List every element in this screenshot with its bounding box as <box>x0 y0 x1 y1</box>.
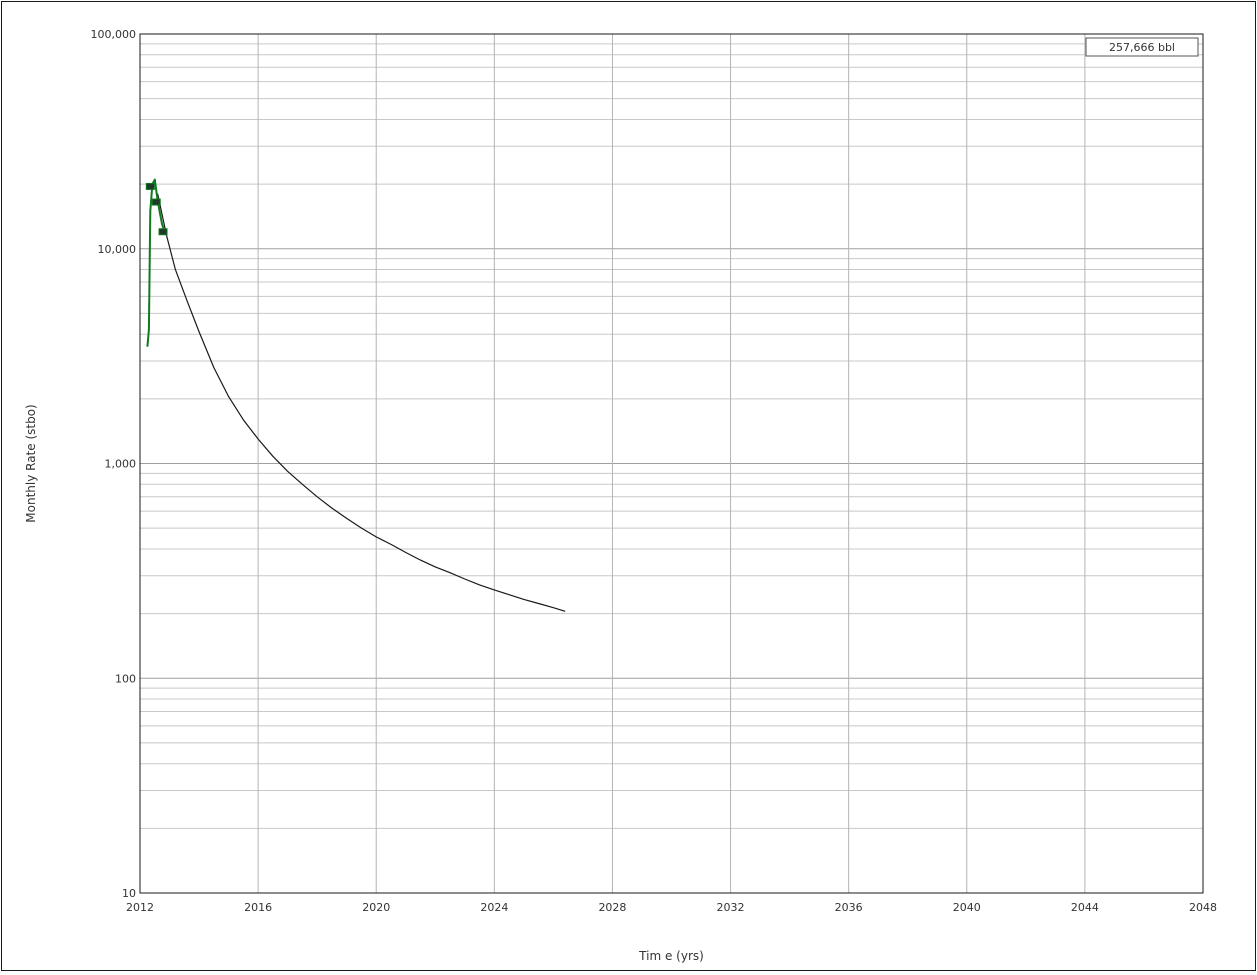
y-tick-label: 100,000 <box>91 28 137 41</box>
x-tick-label: 2032 <box>717 901 745 914</box>
x-tick-label: 2016 <box>244 901 272 914</box>
label-layer: 2012 2016 2020 2024 2028 2032 2036 2040 2044 2048… <box>91 28 1218 914</box>
y-tick-label: 10,000 <box>98 243 137 256</box>
x-tick-label: 2012 <box>126 901 154 914</box>
x-tick-label: 2020 <box>362 901 390 914</box>
forecast-line <box>157 193 566 612</box>
x-tick-label: 2024 <box>480 901 508 914</box>
x-tick-label: 2044 <box>1071 901 1099 914</box>
legend-text: 257,666 bbl <box>1109 41 1175 54</box>
x-tick-label: 2040 <box>953 901 981 914</box>
history-line <box>146 178 166 347</box>
legend-box: 257,666 bbl <box>1085 37 1199 57</box>
y-tick-label: 10 <box>122 887 136 900</box>
axis-layer <box>139 33 1204 894</box>
x-tick-label: 2028 <box>598 901 626 914</box>
legend-rect <box>1085 37 1199 57</box>
plot-border <box>139 33 1204 894</box>
x-tick-label: 2048 <box>1189 901 1217 914</box>
history-marker <box>158 228 168 236</box>
history-marker <box>145 182 155 190</box>
grid-layer <box>139 33 1204 894</box>
y-axis-label: Monthly Rate (stbo) <box>24 404 38 522</box>
y-tick-label: 1,000 <box>105 458 137 471</box>
x-axis-label: Tim e (yrs) <box>638 949 704 963</box>
series-layer <box>145 178 566 612</box>
history-marker <box>151 198 161 206</box>
y-tick-label: 100 <box>115 672 136 685</box>
x-tick-label: 2036 <box>835 901 863 914</box>
